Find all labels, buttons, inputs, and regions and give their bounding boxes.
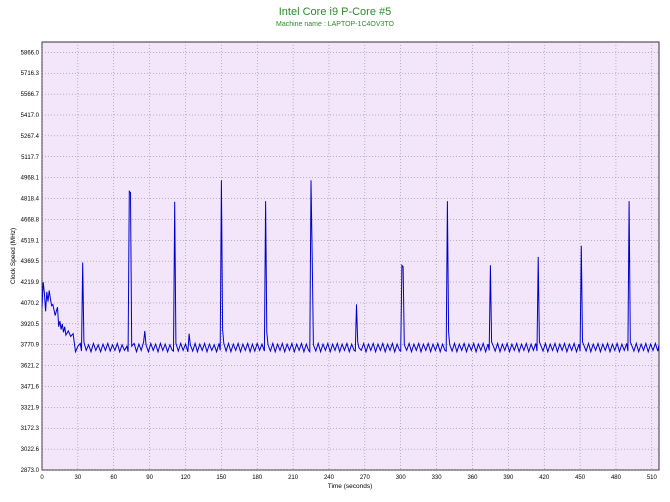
x-axis-ticks: 0 30 60 90 120 150 180 210 240 270 300 330 360 390 420… [40,475,657,481]
x-tick-label: 210 [288,475,299,481]
x-tick-label: 180 [252,475,263,481]
x-tick-label: 480 [611,475,622,481]
y-tick-label: 3770.9 [21,343,40,349]
y-axis-label: Clock Speed (MHz) [10,228,17,284]
y-tick-label: 3022.6 [21,447,40,453]
y-tick-label: 2873.0 [21,468,40,474]
x-tick-label: 60 [110,475,117,481]
x-tick-label: 120 [180,475,191,481]
series-line [41,180,660,354]
chart-subtitle: Machine name : LAPTOP-1C4OV3TO [275,21,394,28]
plot-area [41,41,660,471]
x-tick-label: 90 [146,475,153,481]
x-tick-label: 450 [575,475,586,481]
y-tick-label: 4070.2 [21,301,40,307]
x-tick-label: 360 [467,475,478,481]
y-tick-label: 4668.8 [21,217,40,223]
y-tick-label: 4968.1 [21,176,40,182]
y-tick-label: 3321.9 [21,405,40,411]
x-tick-label: 300 [396,475,407,481]
y-tick-label: 5566.7 [21,92,40,98]
y-tick-label: 5267.4 [21,134,40,140]
chart-title: Intel Core i9 P-Core #5 [278,6,392,18]
y-tick-label: 4219.9 [21,280,40,286]
grid-lines [41,42,659,471]
y-tick-label: 3471.6 [21,384,40,390]
y-tick-label: 3920.5 [21,322,40,328]
y-tick-label: 3172.3 [21,426,40,432]
y-tick-label: 3621.2 [21,364,40,370]
y-tick-label: 5866.0 [21,50,40,56]
y-tick-label: 5117.7 [21,155,40,161]
x-tick-label: 270 [360,475,371,481]
y-tick-label: 5716.3 [21,71,40,77]
y-tick-label: 5417.0 [21,113,40,119]
y-tick-label: 4818.4 [21,197,40,203]
x-tick-label: 150 [216,475,227,481]
y-axis-ticks: 2873.0 3022.6 3172.3 3321.9 3471.6 3621.2 3770… [21,50,40,474]
x-axis-label: Time (seconds) [328,483,373,490]
y-tick-label: 4369.5 [21,259,40,265]
y-tick-label: 4519.1 [21,238,40,244]
x-tick-label: 240 [324,475,335,481]
x-tick-label: 420 [539,475,550,481]
x-tick-label: 30 [75,475,82,481]
x-tick-label: 330 [432,475,443,481]
x-tick-label: 510 [647,475,658,481]
x-tick-label: 390 [503,475,514,481]
x-tick-label: 0 [40,475,44,481]
